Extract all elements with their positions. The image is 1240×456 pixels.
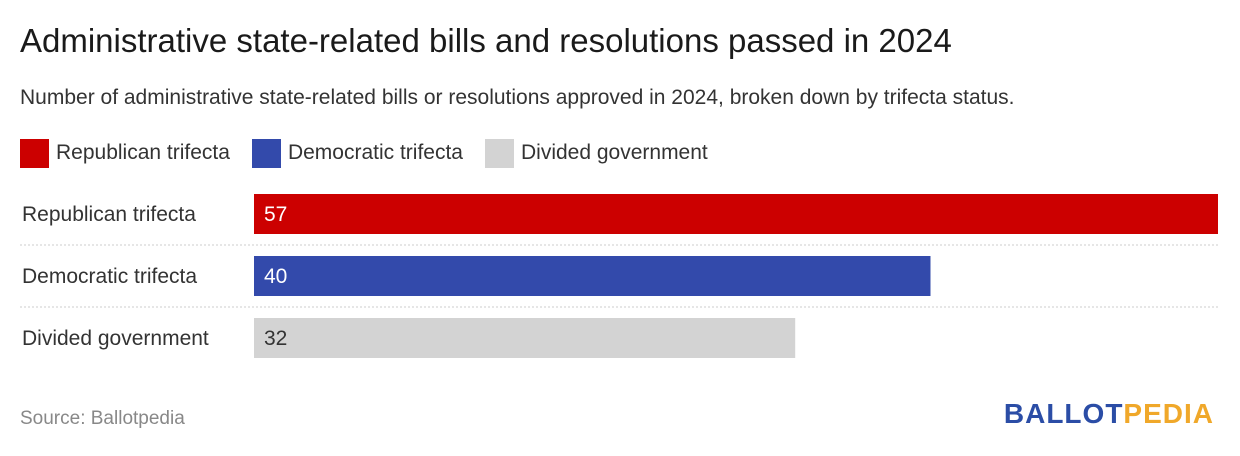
legend-item-democratic: Democratic trifecta (251, 138, 463, 168)
chart-subtitle: Number of administrative state-related b… (20, 86, 1015, 109)
source-note: Source: Ballotpedia (20, 408, 185, 429)
legend-label-democratic: Democratic trifecta (287, 141, 463, 164)
legend-label-republican: Republican trifecta (56, 141, 230, 164)
legend-label-divided: Divided government (520, 141, 708, 164)
bar (254, 194, 1218, 234)
legend-swatch-divided (484, 138, 514, 168)
bar-value-label: 40 (264, 265, 287, 288)
category-label: Republican trifecta (22, 203, 196, 226)
logo-part-ballot: BALLOT (1003, 398, 1124, 429)
legend: Republican trifecta Democratic trifecta … (20, 138, 730, 168)
bar-value-label: 57 (264, 203, 287, 226)
bar-chart: Republican trifecta 57 Democratic trifecta… (20, 194, 1218, 358)
chart-title: Administrative state-related bills and r… (20, 22, 952, 59)
legend-swatch-republican (20, 138, 49, 168)
legend-item-republican: Republican trifecta (20, 138, 230, 168)
legend-item-divided: Divided government (484, 138, 708, 168)
logo-part-pedia: PEDIA (1123, 398, 1214, 429)
category-label: Divided government (22, 327, 209, 350)
ballotpedia-logo: BALLOTPEDIA (1004, 398, 1214, 430)
bar-value-label: 32 (264, 327, 287, 350)
bar (254, 256, 931, 296)
bar (254, 318, 796, 358)
category-label: Democratic trifecta (22, 265, 197, 288)
legend-swatch-democratic (251, 138, 281, 168)
